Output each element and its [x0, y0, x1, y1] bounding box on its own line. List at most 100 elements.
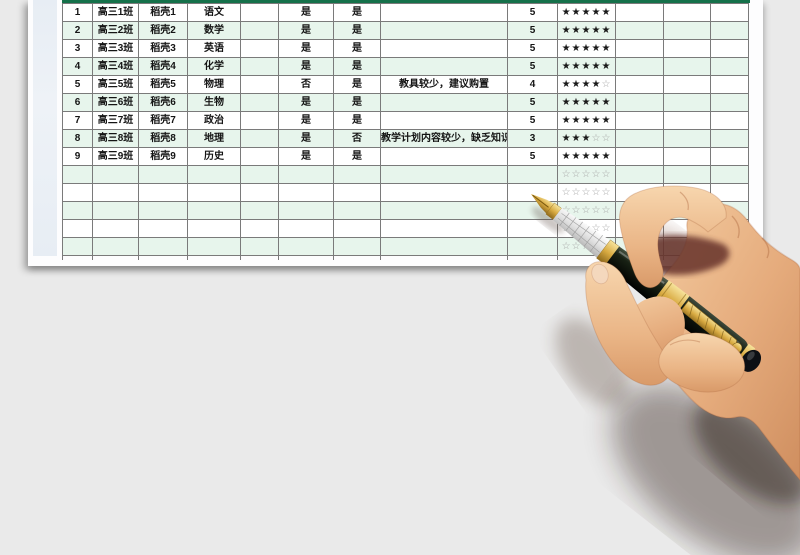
- cell-class-name: 高三6班: [92, 93, 139, 112]
- cell-comment: [380, 201, 508, 220]
- cell-comment: [380, 21, 508, 40]
- knuckle-crease: [761, 237, 770, 259]
- cell-blank1: [615, 129, 664, 148]
- middle-finger: [658, 332, 746, 393]
- cell-blank1: [615, 75, 664, 94]
- stars-filled: ★★★★★: [561, 7, 612, 18]
- stars-filled: ★★★★★: [561, 97, 612, 108]
- cell-blank2: [663, 21, 711, 40]
- cell-extra: [240, 111, 279, 130]
- cell-teacher: [138, 183, 188, 202]
- table-row: 5 高三5班 稻壳5 物理 否是教具较少，建议购置 4 ★★★★☆: [62, 75, 749, 94]
- cell-teacher: [138, 201, 188, 220]
- cell-no: [62, 237, 93, 256]
- table-row: 6 高三6班 稻壳6 生物 是是 5 ★★★★★: [62, 93, 749, 112]
- table-row: 4 高三4班 稻壳4 化学 是是 5 ★★★★★: [62, 57, 749, 76]
- cell-extra: [240, 75, 279, 94]
- pen-grip-engraving: [557, 212, 606, 253]
- cell-comment: 教具较少，建议购置: [380, 75, 508, 94]
- cell-blank2: [663, 39, 711, 58]
- paper-side-strip: [33, 0, 57, 256]
- cell-blank3: [710, 21, 749, 40]
- cell-comment: [380, 219, 508, 238]
- cell-subject: 语文: [187, 3, 241, 22]
- cell-extra: [240, 183, 279, 202]
- cell-score: 5: [507, 111, 558, 130]
- cell-no: 2: [62, 21, 93, 40]
- cell-blank1: [615, 3, 664, 22]
- cell-blank2: [663, 111, 711, 130]
- cell-stars: ★★★★★: [557, 147, 616, 166]
- cell-attended: 否: [278, 75, 334, 94]
- cell-comment: [380, 111, 508, 130]
- cell-blank3: [710, 165, 749, 184]
- cell-stars: ★★★★★: [557, 93, 616, 112]
- cell-teacher: 稻壳2: [138, 21, 188, 40]
- cell-stars: ★★★★★: [557, 3, 616, 22]
- cell-extra: [240, 93, 279, 112]
- cell-class-name: 高三3班: [92, 39, 139, 58]
- cell-comment: [380, 93, 508, 112]
- cell-comment: [380, 237, 508, 256]
- cell-attended: 是: [278, 93, 334, 112]
- cell-teacher: 稻壳7: [138, 111, 188, 130]
- finger-gap-shadow: [640, 235, 730, 275]
- cell-no: 1: [62, 3, 93, 22]
- stars-filled: ★★★★: [561, 79, 602, 90]
- pen-nib-slit: [532, 194, 549, 208]
- cell-blank3: [710, 39, 749, 58]
- cell-stars: ★★★★★: [557, 111, 616, 130]
- cell-plan-done: [333, 219, 381, 238]
- cell-comment: [380, 183, 508, 202]
- cell-class-name: 高三8班: [92, 129, 139, 148]
- cell-blank3: [710, 57, 749, 76]
- cell-subject: 历史: [187, 147, 241, 166]
- cell-blank1: [615, 93, 664, 112]
- cell-blank2: [663, 57, 711, 76]
- cell-teacher: 稻壳1: [138, 3, 188, 22]
- table-row: 7 高三7班 稻壳7 政治 是是 5 ★★★★★: [62, 111, 749, 130]
- cell-subject: 生物: [187, 93, 241, 112]
- paper-sheet: 1 高三1班 稻壳1 语文是是 5 ★★★★★ 2 高三2班 稻壳2 数学是是 5 ★★★★★ 3 高三3…: [28, 0, 763, 266]
- evaluation-table: 1 高三1班 稻壳1 语文是是 5 ★★★★★ 2 高三2班 稻壳2 数学是是 5 ★★★★★ 3 高三3…: [62, 3, 749, 256]
- table-row: ☆☆☆☆☆: [62, 165, 749, 184]
- cell-extra: [240, 201, 279, 220]
- cell-score: 5: [507, 3, 558, 22]
- cell-score: 5: [507, 57, 558, 76]
- cell-no: 5: [62, 75, 93, 94]
- cell-attended: [278, 165, 334, 184]
- cell-stars: ★★★★☆: [557, 75, 616, 94]
- cell-blank1: [615, 165, 664, 184]
- stars-filled: ★★★★★: [561, 43, 612, 54]
- stars-filled: ★★★: [561, 133, 592, 144]
- cell-plan-done: 是: [333, 57, 381, 76]
- cell-plan-done: 是: [333, 3, 381, 22]
- cell-subject: 政治: [187, 111, 241, 130]
- cell-score: 5: [507, 93, 558, 112]
- cell-plan-done: [333, 183, 381, 202]
- cell-stars: ☆☆☆☆☆: [557, 165, 616, 184]
- cell-plan-done: [333, 201, 381, 220]
- cell-attended: 是: [278, 129, 334, 148]
- cell-plan-done: 是: [333, 147, 381, 166]
- pen-grip-silver: [552, 207, 611, 259]
- cell-subject: 数学: [187, 21, 241, 40]
- cell-class-name: [92, 201, 139, 220]
- cell-no: [62, 183, 93, 202]
- cell-no: 7: [62, 111, 93, 130]
- cell-subject: 英语: [187, 39, 241, 58]
- table-row: 9 高三9班 稻壳9 历史 是是 5 ★★★★★: [62, 147, 749, 166]
- cell-no: [62, 219, 93, 238]
- pen-nib-ring: [545, 202, 562, 220]
- cell-no: 3: [62, 39, 93, 58]
- cell-teacher: 稻壳6: [138, 93, 188, 112]
- cell-subject: 地理: [187, 129, 241, 148]
- cell-no: [62, 165, 93, 184]
- cell-subject: [187, 183, 241, 202]
- cell-blank3: [710, 129, 749, 148]
- cell-class-name: [92, 165, 139, 184]
- cell-plan-done: 是: [333, 39, 381, 58]
- stars-filled: ★★★★★: [561, 25, 612, 36]
- cell-class-name: [92, 237, 139, 256]
